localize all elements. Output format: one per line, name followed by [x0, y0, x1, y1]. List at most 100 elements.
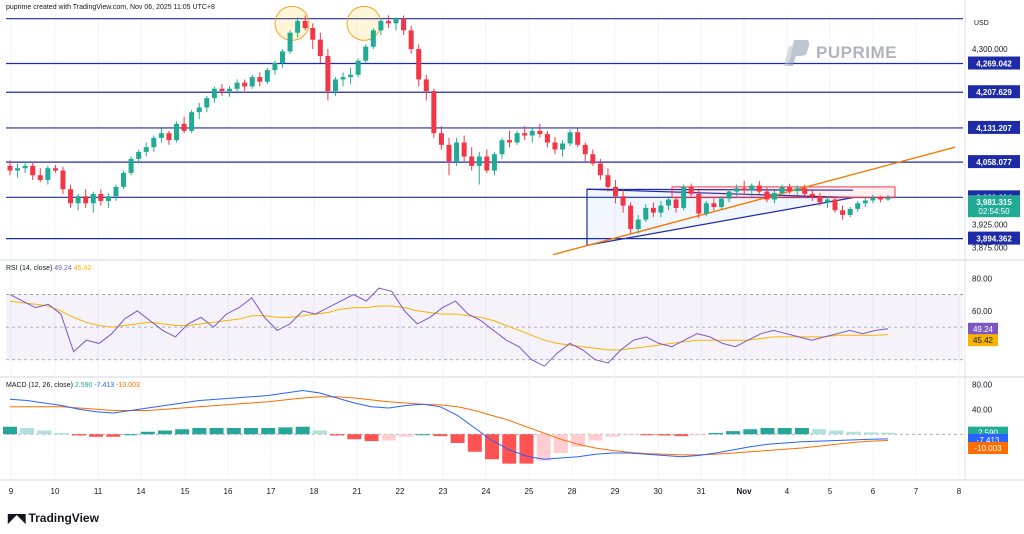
macd-histogram-bar — [364, 434, 379, 442]
macd-tick-label: 40.00 — [972, 405, 993, 414]
macd-histogram-bar — [157, 430, 172, 435]
candle-body — [128, 158, 134, 173]
time-tick-label: 7 — [914, 487, 919, 496]
macd-histogram-bar — [674, 434, 689, 437]
candle-body — [22, 165, 28, 169]
candle-body — [885, 198, 891, 200]
macd-histogram-bar — [54, 433, 69, 435]
candle-body — [211, 88, 217, 99]
candle-body — [582, 144, 588, 155]
double-top-circle-right — [346, 5, 382, 41]
macd-signal-tag-label: -10.003 — [974, 444, 1002, 453]
level-price-label: 4,131.207 — [976, 124, 1012, 133]
tradingview-logo[interactable]: ◤◥ TradingView — [8, 511, 99, 525]
candle-body — [862, 200, 868, 204]
macd-histogram-bar — [450, 434, 465, 443]
candle-body — [438, 133, 444, 145]
countdown-label: 02:54:50 — [978, 207, 1010, 216]
candle-body — [824, 199, 830, 203]
candle-body — [658, 205, 664, 213]
candle-body — [234, 82, 240, 89]
macd-histogram-bar — [37, 430, 52, 435]
time-tick-label: 25 — [525, 487, 534, 496]
macd-histogram-bar — [71, 434, 86, 436]
macd-histogram-bar — [467, 434, 482, 452]
macd-hist-tag-label: 2.590 — [978, 429, 999, 438]
macd-title: MACD (12, 26, close) 2.590 -7.413 -10.00… — [6, 382, 140, 389]
candle-body — [158, 133, 164, 138]
candle-body — [817, 196, 823, 203]
candle-body — [756, 185, 762, 192]
level-price-tag — [968, 120, 1020, 134]
macd-histogram-bar — [347, 434, 362, 440]
time-tick-label: 8 — [957, 487, 962, 496]
tradingview-logo-text: TradingView — [28, 511, 99, 525]
price-tick-label: 3,875.000 — [972, 244, 1008, 253]
candle-body — [605, 175, 611, 187]
macd-histogram-bar — [777, 428, 792, 435]
macd-histogram-bar — [760, 428, 775, 435]
macd-histogram-bar — [106, 434, 121, 437]
candle-body — [98, 193, 104, 201]
candle-body — [734, 188, 740, 192]
candle-body — [832, 199, 838, 211]
rsi-title-ma: 45.42 — [73, 265, 92, 272]
price-tick-label: 4,300.000 — [972, 45, 1008, 54]
candle-body — [121, 172, 127, 187]
candle-body — [454, 142, 460, 162]
macd-histogram-bar — [829, 430, 844, 435]
candle-body — [575, 132, 581, 145]
candle-body — [264, 70, 270, 82]
candle-body — [560, 143, 566, 150]
chart-grid — [0, 0, 1024, 481]
macd-histogram-bar — [3, 426, 17, 435]
candle-body — [529, 130, 535, 136]
triangle-top-edge — [586, 188, 854, 191]
macd-histogram-bar — [794, 428, 809, 435]
time-tick-label: 4 — [785, 487, 790, 496]
time-tick-label: 28 — [568, 487, 577, 496]
level-price-label: 4,269.042 — [976, 60, 1012, 69]
candle-series — [7, 15, 891, 234]
macd-histogram-bar — [416, 434, 431, 436]
candle-body — [847, 208, 853, 215]
candle-body — [363, 46, 369, 61]
macd-histogram-bar — [175, 429, 190, 435]
macd-histogram-bar — [846, 431, 861, 435]
candle-body — [681, 186, 687, 208]
time-tick-label: 29 — [611, 487, 620, 496]
macd-histogram-bar — [519, 434, 534, 464]
candle-body — [718, 198, 724, 207]
candle-body — [809, 193, 815, 197]
candle-body — [870, 197, 876, 201]
candle-body — [431, 91, 437, 134]
level-price-tag — [968, 85, 1020, 99]
rsi-tick-label: 80.00 — [972, 274, 993, 283]
candle-body — [711, 203, 717, 207]
time-tick-label: 9 — [9, 487, 14, 496]
candle-body — [7, 165, 13, 171]
candle-body — [332, 79, 338, 92]
macd-title-label: MACD (12, 26, close) — [6, 382, 73, 389]
macd-signal-tag — [968, 442, 1008, 454]
candle-body — [151, 137, 157, 148]
macd-histogram-bar — [278, 427, 293, 435]
time-tick-label: 23 — [439, 487, 448, 496]
candle-body — [446, 144, 452, 162]
candle-body — [666, 199, 671, 206]
candle-body — [181, 123, 187, 131]
candle-body — [423, 79, 429, 92]
puprime-watermark: PUPRIME — [780, 38, 897, 68]
macd-histogram-bar — [261, 428, 276, 435]
candle-body — [317, 39, 323, 57]
candle-body — [143, 147, 149, 152]
uptrend-line — [552, 146, 956, 256]
macd-histogram-bar — [605, 434, 620, 437]
macd-histogram-bar — [622, 434, 637, 436]
level-price-label: 4,058.077 — [976, 158, 1012, 167]
macd-histogram-bar — [708, 433, 723, 435]
macd-histogram-bar — [398, 434, 413, 437]
watermark-text: PUPRIME — [816, 43, 897, 62]
